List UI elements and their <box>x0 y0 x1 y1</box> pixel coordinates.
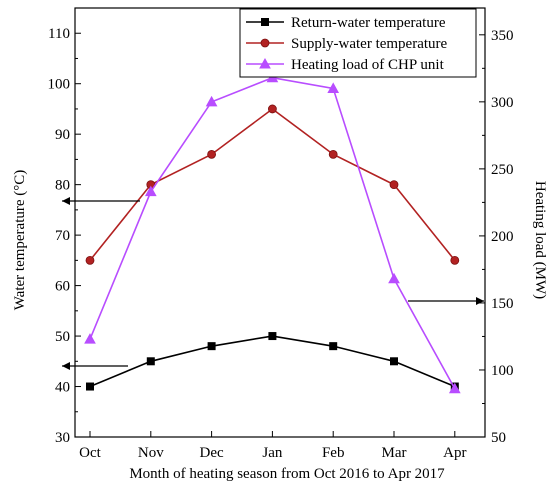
series-layer <box>84 71 461 394</box>
square-marker <box>261 18 269 26</box>
triangle-marker <box>259 57 271 69</box>
right-axis-tick-label: 200 <box>491 229 514 245</box>
square-marker <box>329 342 338 351</box>
left-axis-tick-label: 90 <box>55 127 70 143</box>
x-axis-title: Month of heating season from Oct 2016 to… <box>129 466 445 482</box>
left-axis-tick-label: 100 <box>48 77 71 93</box>
circle-marker <box>450 255 460 265</box>
right-axis: 50 100 150 200 250 300 350 <box>479 28 514 446</box>
x-axis: Oct Nov Dec Jan Feb Mar Apr <box>79 431 466 461</box>
x-axis-tick-label: Nov <box>138 445 164 461</box>
series-triangle <box>84 71 461 394</box>
square-marker <box>268 332 277 341</box>
triangle-marker <box>144 185 157 197</box>
plot-border <box>74 7 486 438</box>
circle-marker <box>267 104 277 114</box>
legend: Return-water temperature Supply-water tem… <box>239 8 477 78</box>
triangle-marker <box>84 333 96 344</box>
left-axis-tick-label: 80 <box>55 178 70 194</box>
circle-marker <box>389 180 399 190</box>
x-axis-tick-label: Apr <box>443 445 466 461</box>
axis-arrows <box>62 197 484 370</box>
left-axis-tick-label: 60 <box>55 279 70 295</box>
left-arrow-lower-head <box>62 362 70 370</box>
series-line <box>89 76 456 390</box>
triangle-marker <box>205 95 218 107</box>
left-arrow-upper-head <box>62 197 70 205</box>
square-marker <box>146 357 155 366</box>
left-axis-tick-label: 110 <box>48 26 70 42</box>
circle-marker <box>85 255 95 265</box>
series-line <box>89 107 456 261</box>
right-axis-title: Heating load (MW) <box>532 181 548 299</box>
left-axis-tick-label: 30 <box>55 430 70 446</box>
left-axis-tick-label: 50 <box>55 329 70 345</box>
right-axis-tick-label: 250 <box>491 162 514 178</box>
right-axis-tick-label: 350 <box>491 28 514 44</box>
x-axis-tick-label: Feb <box>322 445 345 461</box>
right-axis-tick-label: 100 <box>491 363 514 379</box>
triangle-marker <box>388 272 400 284</box>
legend-entry-label: Supply-water temperature <box>291 36 448 52</box>
x-axis-tick-label: Jan <box>262 445 282 461</box>
series-line <box>89 335 456 388</box>
right-arrow-head <box>476 297 484 305</box>
triangle-marker <box>448 382 461 394</box>
square-marker <box>390 357 398 366</box>
series-circle <box>85 104 460 265</box>
triangle-marker <box>327 82 340 93</box>
square-marker <box>86 382 94 391</box>
left-axis-title: Water temperature (°C) <box>12 170 28 311</box>
left-axis-tick-label: 40 <box>55 380 70 396</box>
x-axis-tick-label: Oct <box>79 445 101 461</box>
left-axis: 30 40 50 60 70 80 90 100 110 <box>48 26 81 446</box>
legend-entry-label: Return-water temperature <box>291 15 446 31</box>
right-axis-tick-label: 50 <box>491 430 506 446</box>
legend-entry-label: Heating load of CHP unit <box>291 57 445 73</box>
circle-marker <box>328 149 338 159</box>
circle-marker <box>207 149 217 159</box>
series-square <box>86 332 459 391</box>
right-axis-tick-label: 150 <box>491 296 514 312</box>
x-axis-tick-label: Mar <box>382 445 407 461</box>
left-axis-tick-label: 70 <box>55 228 70 244</box>
square-marker <box>207 342 216 351</box>
right-axis-tick-label: 300 <box>491 95 514 111</box>
plot-frame <box>74 7 486 438</box>
x-axis-tick-label: Dec <box>200 445 224 461</box>
circle-marker <box>260 38 270 48</box>
